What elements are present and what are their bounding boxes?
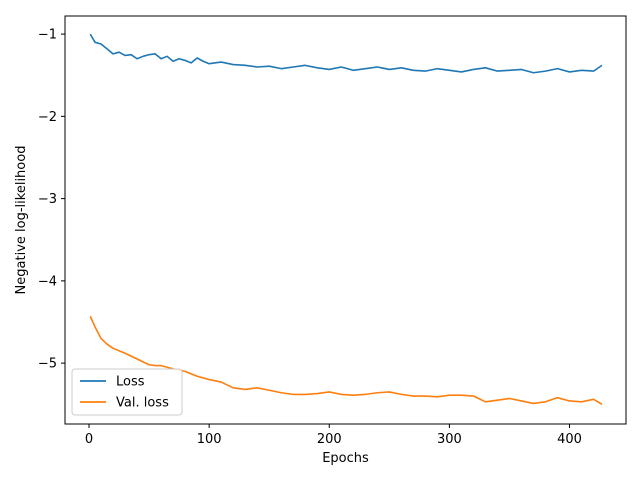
x-tick-label: 0 xyxy=(85,432,93,447)
y-tick-label: −2 xyxy=(38,110,57,125)
legend: Loss Val. loss xyxy=(71,368,183,416)
legend-label-loss: Loss xyxy=(116,375,145,390)
series-line-val-loss xyxy=(89,315,603,405)
plot-area xyxy=(65,16,626,424)
x-tick-label: 300 xyxy=(437,432,462,447)
x-tick-label: 100 xyxy=(197,432,222,447)
axes: 0 100 200 300 400 −1 −2 −3 −4 −5 xyxy=(38,15,627,447)
y-tick-label: −5 xyxy=(38,357,57,372)
legend-label-val-loss: Val. loss xyxy=(116,396,169,411)
y-tick-label: −4 xyxy=(38,274,57,289)
axes-frame xyxy=(64,15,627,425)
x-axis-label: Epochs xyxy=(322,451,369,466)
x-tick-label: 200 xyxy=(317,432,342,447)
series-lines xyxy=(89,33,603,405)
y-tick-label: −1 xyxy=(38,28,57,43)
x-tick-label: 400 xyxy=(557,432,582,447)
series-line-loss xyxy=(89,33,603,74)
y-tick-label: −3 xyxy=(38,192,57,207)
y-axis-label: Negative log-likelihood xyxy=(14,146,29,295)
plot-background xyxy=(65,16,626,424)
